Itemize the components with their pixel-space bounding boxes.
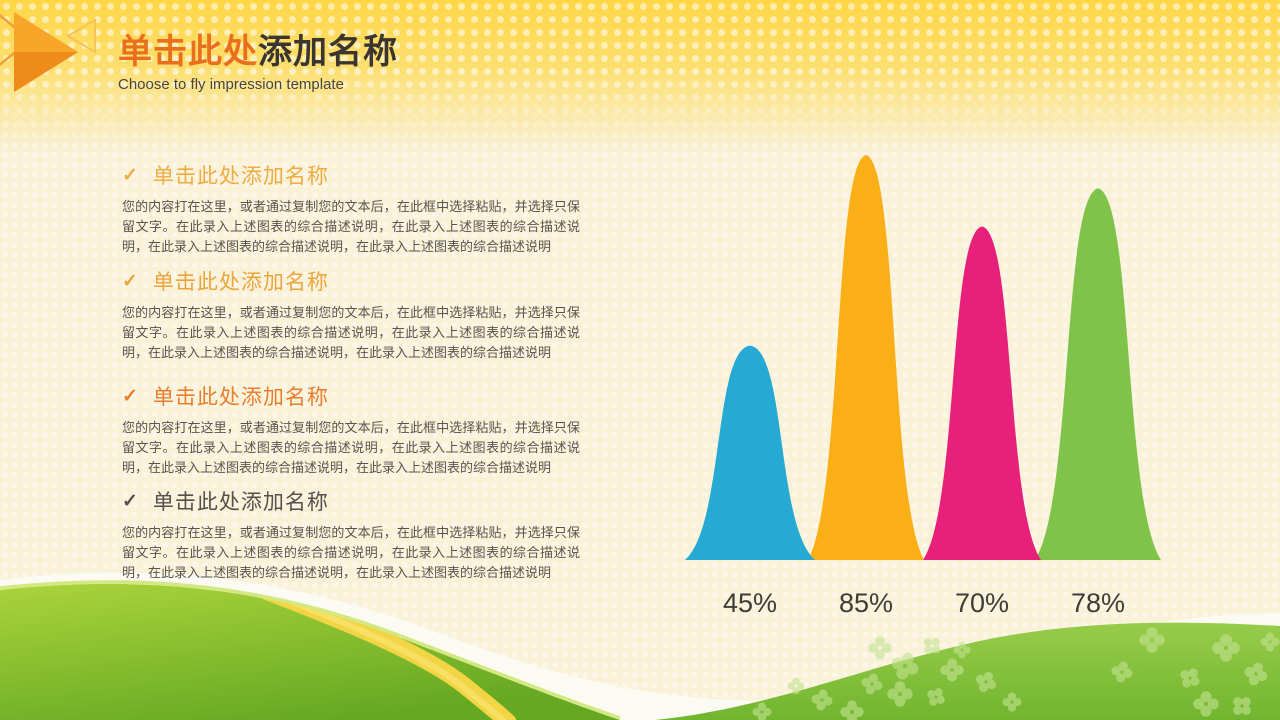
chart-peaks-group — [685, 155, 1161, 560]
check-icon: ✓ — [122, 164, 139, 186]
chart-peak-1 — [685, 345, 815, 560]
section-heading-row: ✓ 单击此处添加名称 — [122, 486, 580, 516]
section-body: 您的内容打在这里，或者通过复制您的文本后，在此框中选择粘贴，并选择只保留文字。在… — [122, 525, 580, 580]
section-body: 您的内容打在这里，或者通过复制您的文本后，在此框中选择粘贴，并选择只保留文字。在… — [122, 305, 580, 360]
title-rest: 添加名称 — [258, 33, 398, 71]
chart-peak-3 — [923, 226, 1041, 560]
section-heading: 单击此处添加名称 — [152, 271, 329, 294]
check-icon: ✓ — [122, 385, 139, 407]
section-heading-row: ✓ 单击此处添加名称 — [122, 381, 580, 411]
chart-peak-4 — [1035, 188, 1161, 560]
yellow-road — [259, 583, 517, 720]
text-section-1[interactable]: ✓ 单击此处添加名称 您的内容打在这里，或者通过复制您的文本后，在此框中选择粘贴… — [122, 160, 580, 257]
peak-value-label-4: 78% — [1070, 588, 1126, 618]
outline-triangle-icon — [0, 13, 32, 67]
chart-peak-2 — [808, 155, 924, 560]
peak-value-label-3: 70% — [954, 588, 1010, 618]
small-outline-triangle-icon — [66, 18, 96, 54]
peak-value-label-1: 45% — [722, 588, 778, 618]
corner-triangles-decoration — [0, 12, 96, 92]
road-group — [259, 583, 517, 720]
clover-pattern — [752, 627, 1280, 720]
page-title: 单击此处添加名称 — [118, 33, 398, 71]
section-body: 您的内容打在这里，或者通过复制您的文本后，在此框中选择粘贴，并选择只保留文字。在… — [122, 199, 580, 254]
text-section-2[interactable]: ✓ 单击此处添加名称 您的内容打在这里，或者通过复制您的文本后，在此框中选择粘贴… — [122, 266, 580, 363]
section-heading: 单击此处添加名称 — [152, 491, 329, 514]
subtitle: Choose to fly impression template — [118, 76, 344, 94]
slide-title-placeholder[interactable]: 单击此处添加名称 Choose to fly impression templa… — [118, 33, 398, 94]
section-heading: 单击此处添加名称 — [152, 165, 329, 188]
left-hill-highlight — [0, 580, 621, 720]
yellow-road-highlight — [264, 589, 508, 720]
check-icon: ✓ — [122, 270, 139, 292]
section-heading-row: ✓ 单击此处添加名称 — [122, 266, 580, 296]
text-section-3[interactable]: ✓ 单击此处添加名称 您的内容打在这里，或者通过复制您的文本后，在此框中选择粘贴… — [122, 381, 580, 478]
check-icon: ✓ — [122, 490, 139, 512]
header-band — [0, 0, 1280, 152]
peak-value-label-2: 85% — [838, 588, 894, 618]
left-hill — [0, 583, 620, 720]
solid-triangle-shadow-icon — [14, 52, 78, 92]
section-body: 您的内容打在这里，或者通过复制您的文本后，在此框中选择粘贴，并选择只保留文字。在… — [122, 420, 580, 475]
section-heading-row: ✓ 单击此处添加名称 — [122, 160, 580, 190]
section-heading: 单击此处添加名称 — [152, 386, 329, 409]
text-section-4[interactable]: ✓ 单击此处添加名称 您的内容打在这里，或者通过复制您的文本后，在此框中选择粘贴… — [122, 486, 580, 583]
title-highlight: 单击此处 — [118, 33, 258, 71]
right-hill — [655, 622, 1280, 720]
